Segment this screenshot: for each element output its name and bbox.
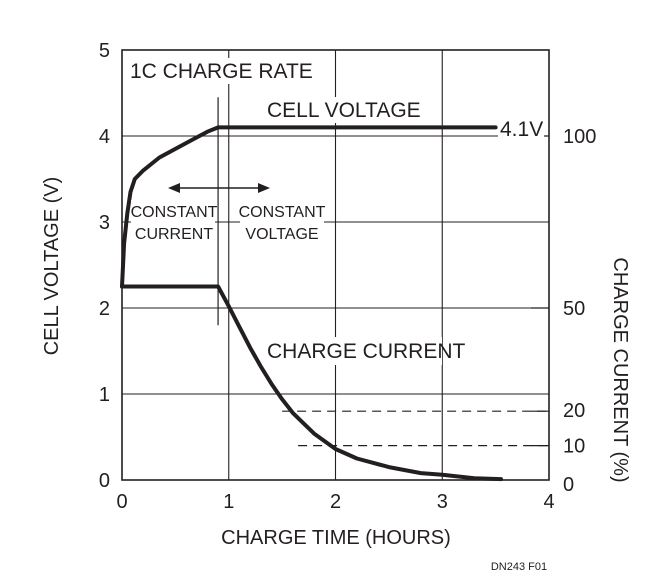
rate-label: 1C CHARGE RATE: [130, 60, 313, 83]
double-arrow-icon: [168, 183, 270, 193]
y-left-tick-label: 2: [99, 298, 110, 320]
charge-current-label: CHARGE CURRENT: [267, 340, 466, 363]
phase1-label-backdrop: [131, 200, 215, 244]
cell-voltage-label: CELL VOLTAGE: [267, 99, 421, 122]
x-axis-title: CHARGE TIME (HOURS): [221, 527, 451, 549]
cell-voltage-label-backdrop: [262, 97, 408, 123]
y-right-tick-label: 50: [563, 298, 585, 320]
y-left-tick-label: 5: [99, 40, 110, 62]
rate-label-backdrop: [124, 58, 300, 84]
x-tick-label: 1: [223, 491, 234, 513]
x-tick-label: 2: [330, 491, 341, 513]
phase1-label-line2: CURRENT: [135, 226, 213, 243]
x-tick-label: 3: [437, 491, 448, 513]
y-left-tick-label: 1: [99, 384, 110, 406]
final-voltage-label: 4.1V: [500, 118, 543, 141]
phase2-label-line2: VOLTAGE: [245, 226, 318, 243]
phase1-label-line1: CONSTANT: [131, 204, 218, 221]
phase2-label-backdrop: [240, 200, 324, 244]
x-tick-label: 0: [116, 491, 127, 513]
y-right-tick-label: 100: [563, 126, 596, 148]
y-axis-left-title: CELL VOLTAGE (V): [41, 177, 63, 356]
y-left-tick-label: 0: [99, 470, 110, 492]
series-line-cell-voltage: [120, 125, 498, 289]
series-lines: [120, 125, 503, 482]
right-axis-ticks: [531, 135, 549, 447]
final-voltage-label-backdrop: [498, 117, 544, 141]
y-right-tick-label: 10: [563, 436, 585, 458]
series-line-charge-current: [120, 284, 503, 482]
y-axis-right-title: CHARGE CURRENT (%): [609, 257, 631, 482]
y-left-tick-label: 4: [99, 126, 110, 148]
y-right-tick-label: 20: [563, 400, 585, 422]
x-tick-label: 4: [543, 491, 554, 513]
y-right-tick-label: 0: [563, 474, 574, 496]
figure-id: DN243 F01: [491, 561, 547, 573]
reference-lines: [282, 410, 549, 447]
y-left-tick-label: 3: [99, 212, 110, 234]
phase2-label-line1: CONSTANT: [239, 204, 326, 221]
charge-current-label-backdrop: [262, 337, 442, 365]
